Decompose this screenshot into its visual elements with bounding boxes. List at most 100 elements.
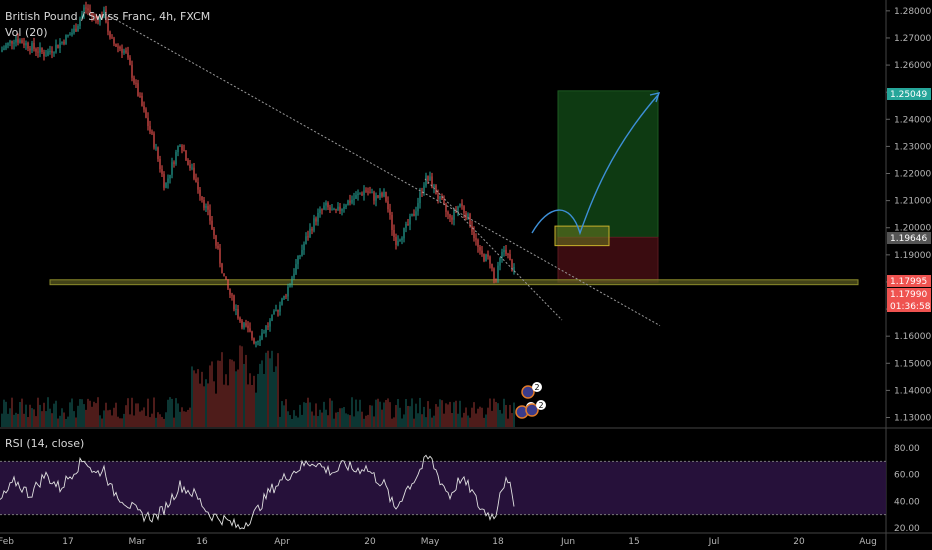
candle-body [511, 260, 513, 271]
volume-bar [107, 410, 109, 427]
volume-bar [435, 404, 437, 427]
volume-bar [49, 408, 51, 427]
volume-bar [203, 386, 205, 427]
volume-bar [443, 413, 445, 427]
candle-body [199, 189, 201, 197]
volume-bar [111, 415, 113, 427]
drawing-overlays[interactable] [104, 13, 661, 327]
price-tick-label: 1.20000 [894, 224, 931, 234]
volume-bar [401, 418, 403, 427]
volume-bar [353, 416, 355, 427]
rsi-panel [0, 454, 886, 530]
candle-body [137, 83, 139, 96]
volume-bar [379, 401, 381, 427]
rsi-tick-label: 20.00 [894, 524, 920, 534]
candle-body [419, 192, 421, 204]
volume-bar [499, 409, 501, 427]
price-tag-label: 1.17990 [890, 290, 927, 300]
projection-arrow [531, 94, 659, 236]
volume-bar [201, 371, 203, 427]
event-markers[interactable]: 232 [515, 382, 546, 419]
candle-body [217, 245, 219, 249]
volume-bar [403, 414, 405, 427]
candle-body [179, 145, 181, 147]
volume-bar [71, 398, 73, 427]
volume-bar [177, 403, 179, 427]
volume-bar [431, 417, 433, 427]
candle-body [461, 203, 463, 207]
candle-body [251, 331, 253, 339]
volume-label[interactable]: Vol (20) [5, 26, 48, 39]
candle-body [71, 32, 73, 35]
volume-bar [509, 404, 511, 427]
volume-bar [511, 413, 513, 427]
volume-bar [297, 417, 299, 427]
time-axis[interactable]: Feb 17 Mar 16 Apr 20 May 18 Jun 15 Jul 20 Aug [0, 537, 877, 547]
volume-bar [99, 415, 101, 427]
price-tag-label: 1.25049 [890, 90, 927, 100]
volume-bar [3, 399, 5, 427]
candle-body [321, 209, 323, 211]
candle-body [287, 286, 289, 297]
volume-bar [289, 415, 291, 427]
candle-body [157, 147, 159, 159]
candle-body [59, 43, 61, 48]
candle-body [473, 231, 475, 239]
volume-bar [279, 416, 281, 427]
rsi-line [0, 454, 515, 530]
candle-body [313, 218, 315, 231]
volume-bar [273, 371, 275, 427]
trendline [424, 178, 563, 321]
rsi-legend[interactable]: RSI (14, close) [5, 437, 84, 450]
candle-body [311, 228, 313, 231]
volume-bar [47, 397, 49, 427]
event-flag-icon[interactable]: 2 [521, 382, 542, 399]
volume-bar [139, 411, 141, 427]
price-tag-box [887, 275, 931, 287]
candle-body [45, 55, 47, 57]
candle-body [453, 209, 455, 220]
volume-bar [487, 407, 489, 427]
volume-bar [465, 407, 467, 427]
volume-bar [459, 400, 461, 427]
flag-count: 2 [535, 383, 540, 392]
time-tick-label: 18 [492, 537, 504, 547]
candle-body [35, 48, 37, 52]
volume-bar [55, 400, 57, 427]
candle-body [9, 40, 11, 43]
volume-bar [81, 399, 83, 427]
volume-bar [349, 415, 351, 427]
candle-body [123, 50, 125, 53]
volume-bar [95, 403, 97, 427]
rsi-band [0, 461, 886, 515]
candle-body [83, 7, 85, 14]
volume-bar [333, 418, 335, 427]
candle-body [299, 255, 301, 257]
price-tag-box [887, 288, 931, 300]
candle-body [135, 82, 137, 84]
time-tick-label: Feb [0, 537, 14, 547]
volume-bar [19, 401, 21, 427]
candle-body [363, 190, 365, 195]
volume-bar [17, 413, 19, 427]
price-axis[interactable]: 1.280001.270001.260001.250001.240001.230… [886, 7, 931, 534]
event-flag-icon[interactable]: 2 [525, 400, 546, 417]
volume-bar [357, 411, 359, 427]
volume-bar [169, 397, 171, 427]
candle-body [303, 243, 305, 251]
volume-bar [315, 403, 317, 427]
candle-body [307, 236, 309, 238]
position-zones [49, 90, 859, 286]
candle-body [243, 323, 245, 328]
time-tick-label: Aug [859, 537, 877, 547]
price-tick-label: 1.27000 [894, 34, 931, 44]
volume-bar [283, 405, 285, 427]
volume-bar [419, 397, 421, 427]
candle-body [3, 48, 5, 50]
symbol-title[interactable]: British Pound / Swiss Franc, 4h, FXCM [5, 10, 211, 23]
candle-body [501, 252, 503, 258]
volume-bar [467, 415, 469, 427]
volume-bar [371, 405, 373, 427]
candle-body [377, 195, 379, 198]
